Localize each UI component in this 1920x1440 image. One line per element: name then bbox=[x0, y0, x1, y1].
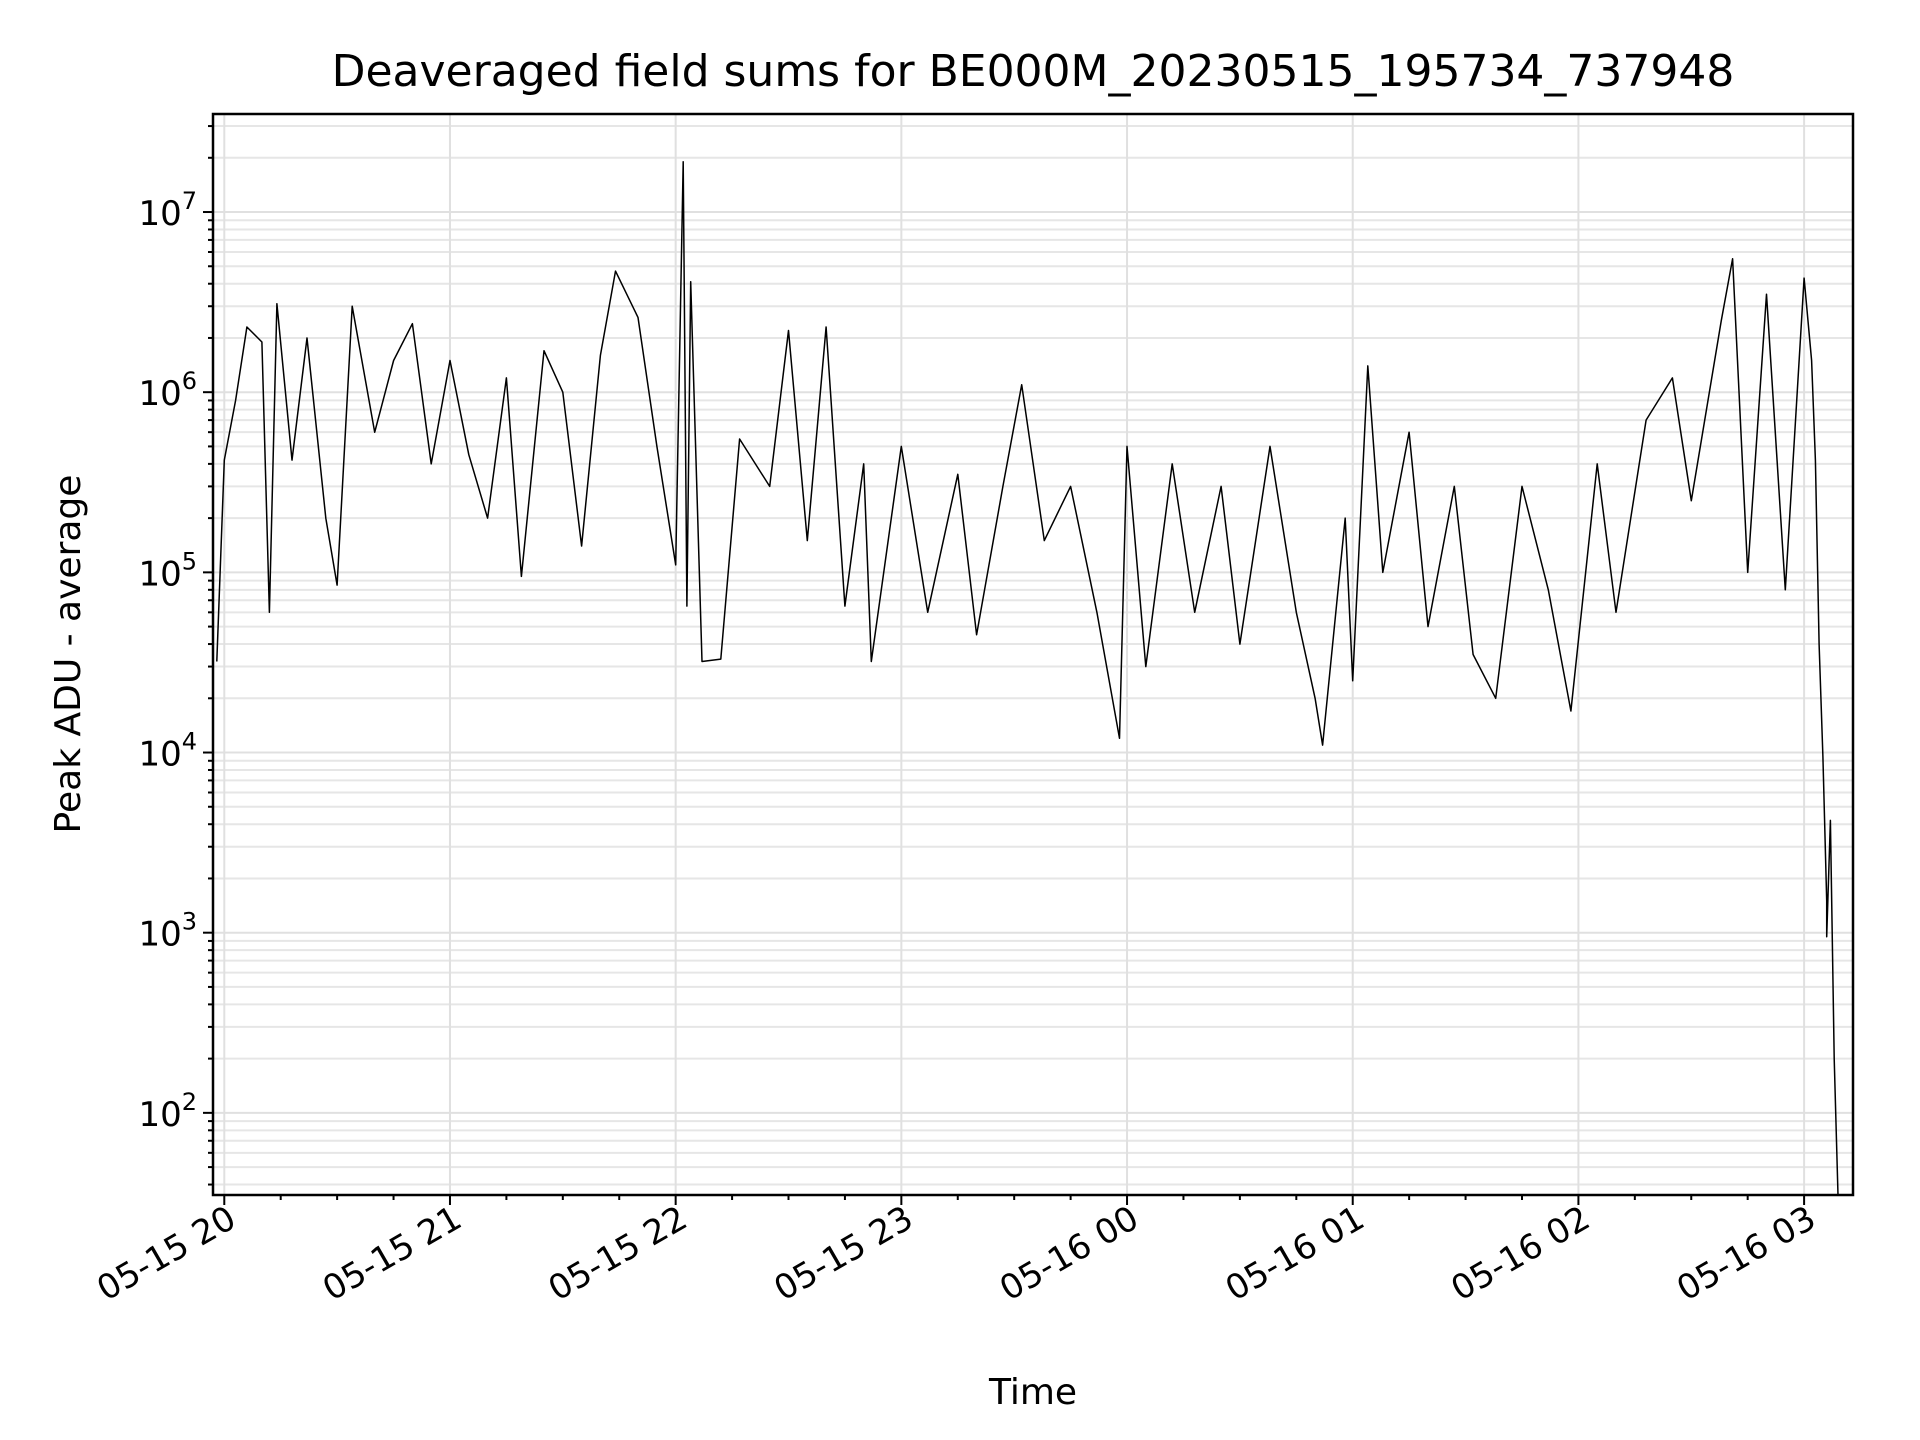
y-tick-label: 104 bbox=[138, 728, 197, 775]
y-tick-label: 105 bbox=[138, 547, 197, 594]
y-axis-label: Peak ADU - average bbox=[48, 475, 89, 834]
y-tick-label: 103 bbox=[138, 908, 197, 955]
y-tick-base: 10 bbox=[138, 554, 181, 594]
y-tick-base: 10 bbox=[138, 915, 181, 955]
y-tick-base: 10 bbox=[138, 374, 181, 414]
grid-lines bbox=[213, 114, 1853, 1195]
y-tick-base: 10 bbox=[138, 194, 181, 234]
y-tick-exponent: 3 bbox=[182, 908, 197, 936]
y-tick-base: 10 bbox=[138, 735, 181, 775]
y-tick-label: 106 bbox=[138, 367, 197, 414]
y-tick-label: 107 bbox=[138, 187, 197, 234]
plot-frame bbox=[211, 112, 1855, 1197]
y-tick-exponent: 5 bbox=[182, 547, 197, 575]
chart-title: Deaveraged field sums for BE000M_2023051… bbox=[332, 46, 1735, 97]
y-tick-exponent: 2 bbox=[182, 1088, 197, 1116]
x-axis-label: Time bbox=[988, 1372, 1077, 1413]
y-tick-exponent: 4 bbox=[182, 728, 197, 756]
data-series bbox=[216, 161, 1839, 1195]
y-tick-label: 102 bbox=[138, 1088, 197, 1135]
y-tick-exponent: 6 bbox=[182, 367, 197, 395]
series-line bbox=[216, 161, 1839, 1195]
y-tick-base: 10 bbox=[138, 1095, 181, 1135]
y-tick-exponent: 7 bbox=[182, 187, 197, 215]
